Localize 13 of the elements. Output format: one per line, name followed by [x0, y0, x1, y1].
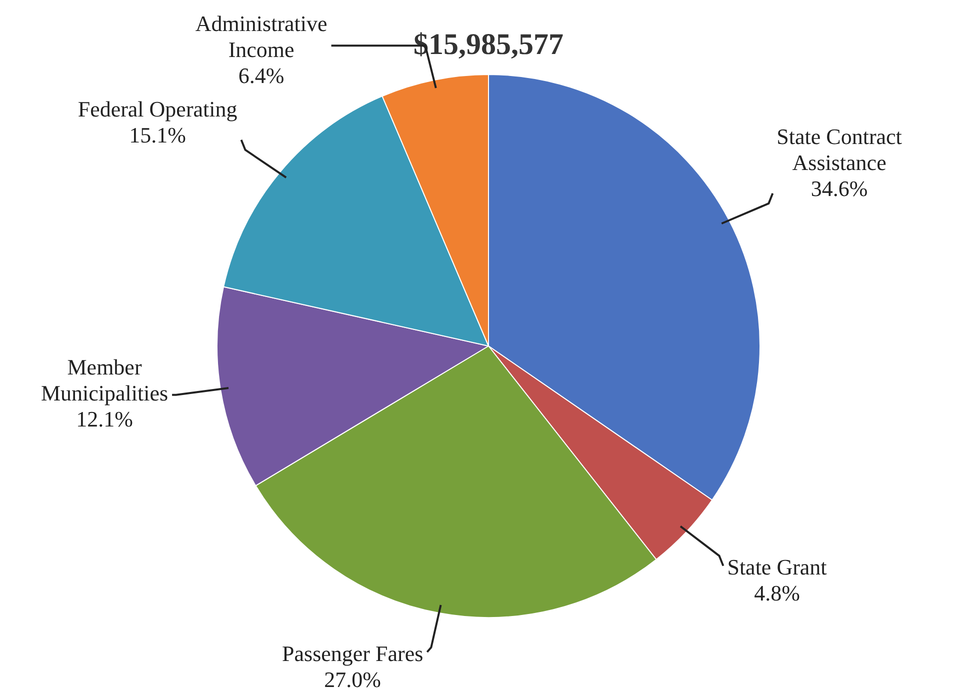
data-label: 12.1% — [76, 406, 133, 432]
data-label: 4.8% — [754, 580, 800, 606]
data-label: 27.0% — [324, 666, 381, 692]
slice-label: Administrative Income — [195, 10, 328, 62]
data-label: 15.1% — [129, 122, 186, 148]
slice-label: State Grant — [727, 554, 827, 580]
slice-label: State Contract Assistance — [776, 124, 902, 176]
slice-label: Passenger Fares — [282, 640, 424, 666]
slice-label: Member Municipalities — [40, 354, 168, 406]
chart-title: $15,985,577 — [414, 28, 564, 61]
data-label: 6.4% — [238, 62, 284, 88]
data-label: 34.6% — [810, 176, 868, 202]
slice-label: Federal Operating — [78, 96, 238, 122]
